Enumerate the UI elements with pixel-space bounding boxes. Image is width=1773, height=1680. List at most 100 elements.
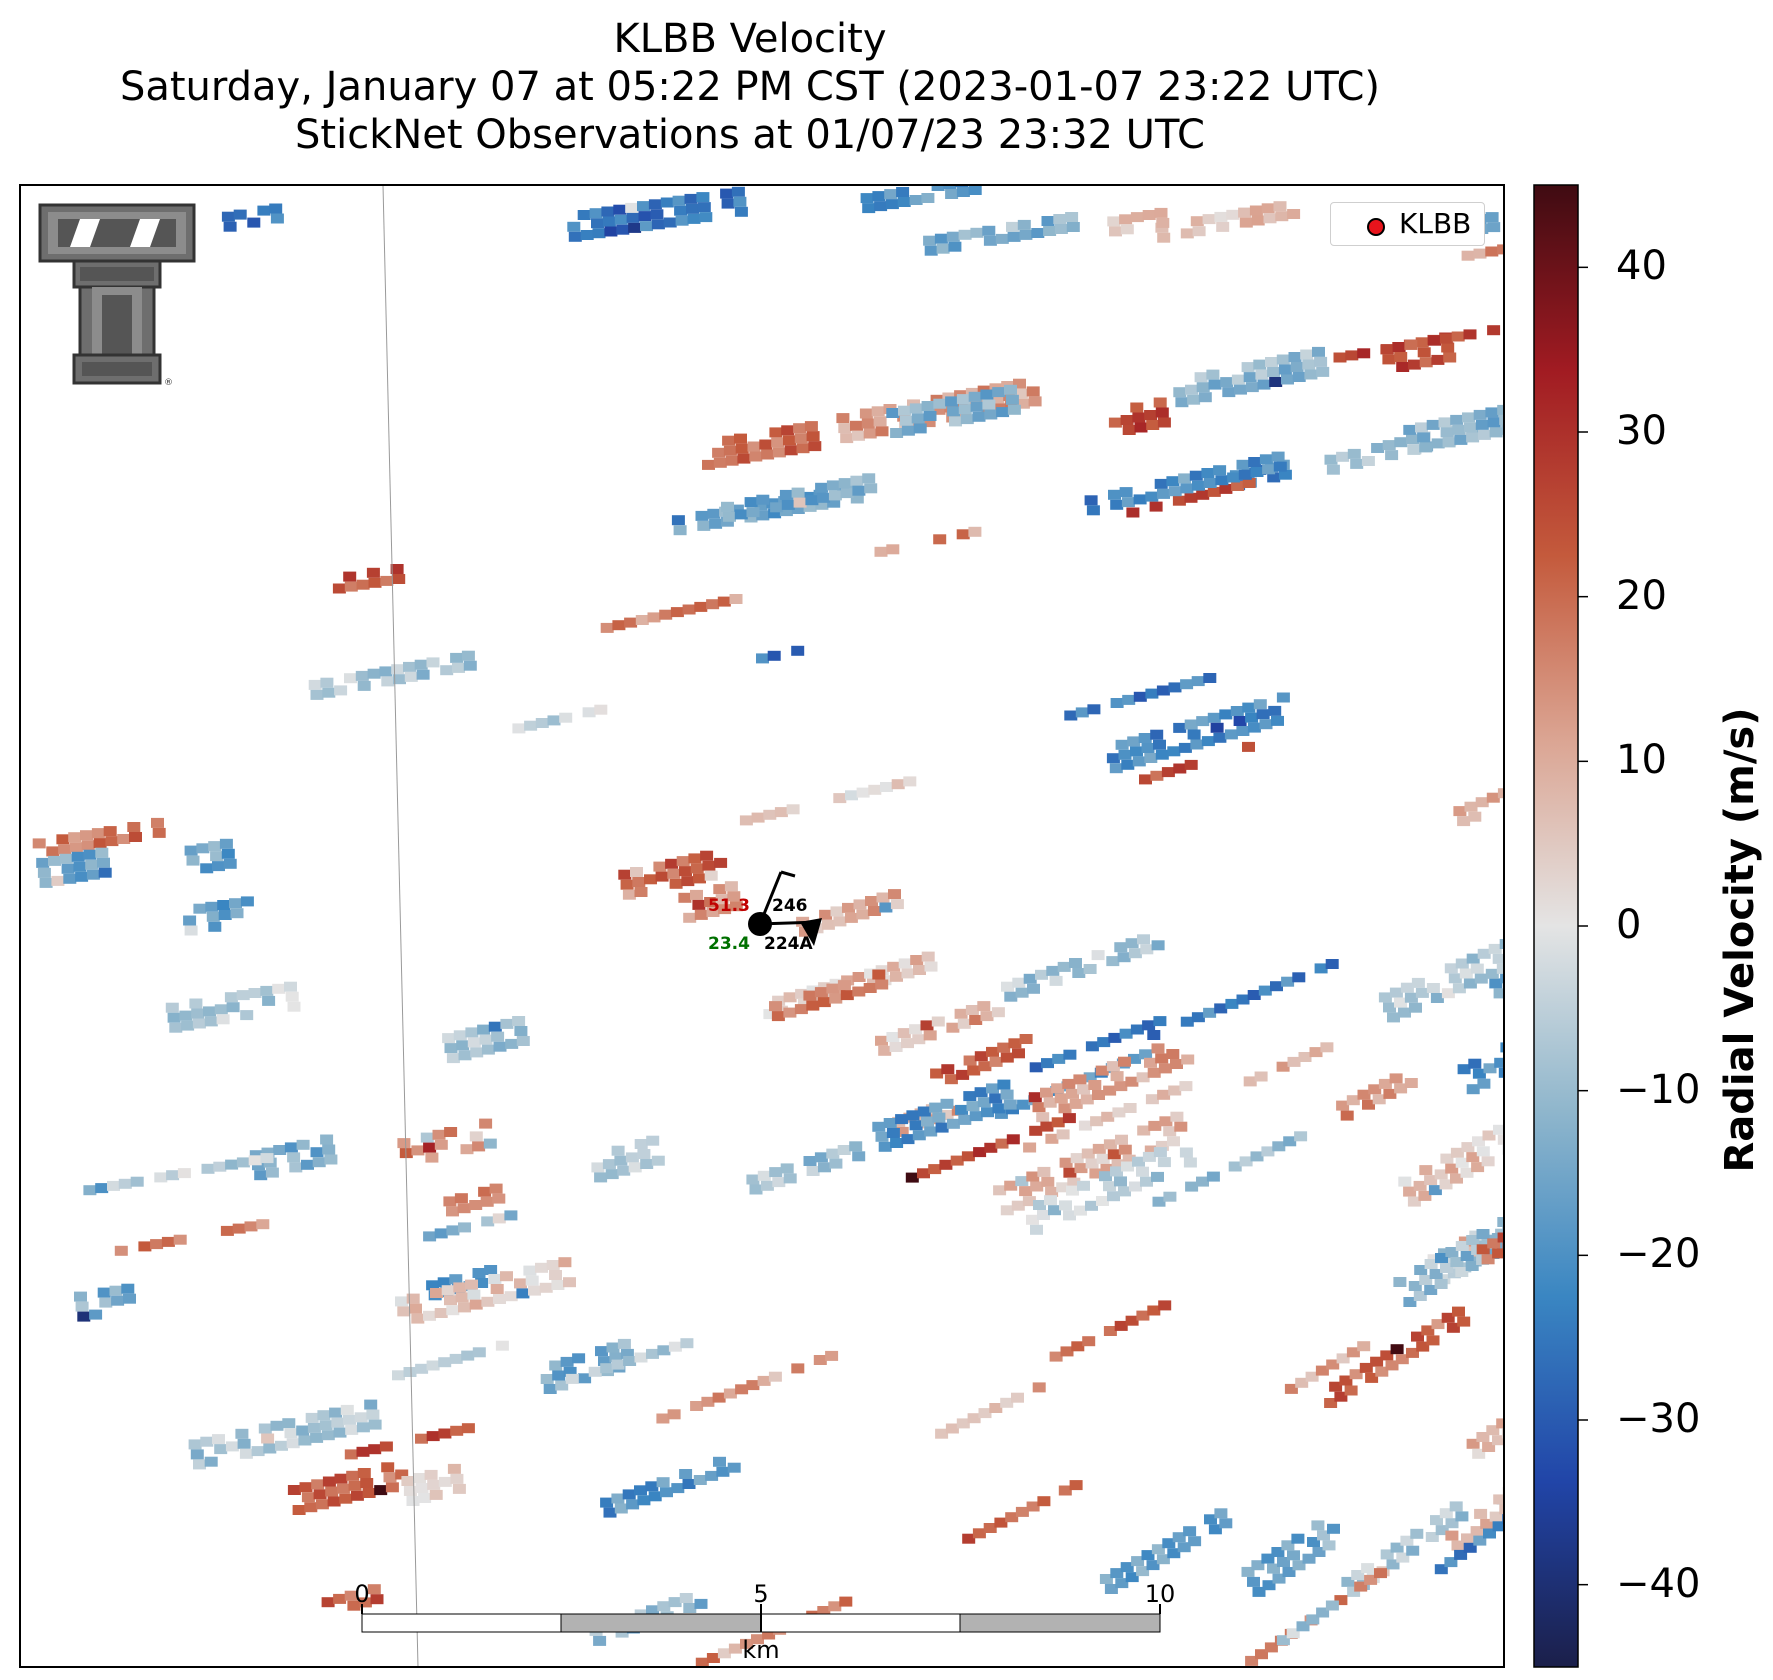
velocity-pixel — [1023, 1142, 1037, 1153]
velocity-pixel — [301, 1492, 315, 1503]
velocity-pixel — [838, 478, 852, 489]
velocity-pixel — [887, 961, 901, 972]
velocity-pixel — [1115, 739, 1129, 750]
velocity-pixel — [1029, 1062, 1043, 1073]
velocity-pixel — [230, 908, 244, 919]
velocity-pixel — [1192, 226, 1206, 237]
velocity-pixel — [1118, 749, 1132, 760]
velocity-pixel — [774, 807, 788, 818]
velocity-pixel — [1150, 729, 1164, 740]
velocity-pixel — [1029, 1125, 1043, 1136]
velocity-pixel — [1106, 1061, 1120, 1072]
velocity-pixel — [504, 1291, 518, 1302]
velocity-pixel — [1155, 1053, 1169, 1064]
velocity-pixel — [588, 1366, 602, 1377]
velocity-pixel — [821, 919, 835, 930]
velocity-pixel — [1192, 480, 1205, 491]
velocity-pixel — [568, 231, 582, 242]
velocity-pixel — [423, 1310, 436, 1321]
velocity-pixel — [1230, 706, 1244, 716]
velocity-pixel — [844, 912, 858, 923]
velocity-pixel — [1030, 1224, 1043, 1235]
velocity-pixel — [803, 1156, 817, 1166]
velocity-pixel — [670, 607, 684, 618]
velocity-pixel — [1037, 1210, 1050, 1220]
velocity-pixel — [1147, 1067, 1161, 1078]
colorbar-tick-label: 10 — [1616, 737, 1667, 784]
velocity-pixel — [1088, 1080, 1102, 1090]
velocity-pixel — [1000, 1397, 1014, 1408]
velocity-pixel — [921, 401, 935, 411]
velocity-pixel — [768, 1371, 782, 1382]
velocity-pixel — [1475, 419, 1489, 430]
velocity-pixel — [239, 1448, 253, 1459]
velocity-pixel — [1592, 228, 1605, 238]
velocity-pixel — [1125, 938, 1139, 949]
velocity-pixel — [1407, 359, 1421, 370]
station-pressure: 246 — [772, 896, 808, 916]
velocity-pixel — [829, 993, 843, 1004]
velocity-pixel — [1037, 1166, 1051, 1177]
velocity-pixel — [480, 1196, 494, 1207]
velocity-pixel — [1059, 1200, 1072, 1211]
velocity-pixel — [1522, 1032, 1535, 1042]
velocity-pixel — [1587, 932, 1600, 942]
velocity-pixel — [437, 1277, 451, 1288]
velocity-pixel — [921, 951, 935, 962]
velocity-pixel — [886, 544, 900, 555]
velocity-pixel — [1276, 1061, 1290, 1072]
velocity-pixel — [524, 720, 538, 731]
velocity-pixel — [285, 991, 299, 1002]
velocity-pixel — [1509, 242, 1522, 252]
velocity-pixel — [1507, 1237, 1520, 1247]
velocity-pixel — [1066, 222, 1080, 232]
velocity-pixel — [1121, 759, 1135, 770]
velocity-pixel — [1272, 1141, 1286, 1152]
velocity-pixel — [217, 900, 231, 910]
velocity-pixel — [845, 790, 858, 801]
velocity-pixel — [931, 1016, 945, 1027]
velocity-pixel — [695, 1657, 709, 1667]
velocity-pixel — [1092, 1143, 1106, 1154]
velocity-pixel — [374, 1485, 388, 1496]
velocity-pixel — [1418, 1190, 1432, 1201]
velocity-pixel — [606, 1342, 620, 1353]
velocity-pixel — [1511, 968, 1524, 978]
velocity-pixel — [1243, 372, 1257, 383]
velocity-pixel — [1249, 205, 1263, 216]
velocity-pixel — [1073, 1074, 1087, 1085]
velocity-pixel — [660, 1487, 673, 1498]
velocity-pixel — [1052, 1053, 1066, 1064]
velocity-pixel — [1463, 978, 1477, 989]
velocity-pixel — [1242, 741, 1255, 752]
velocity-pixel — [707, 508, 721, 519]
velocity-pixel — [1473, 409, 1487, 420]
velocity-pixel — [867, 906, 881, 916]
velocity-pixel — [304, 1502, 318, 1513]
velocity-pixel — [611, 1493, 625, 1504]
velocity-pixel — [1153, 739, 1166, 750]
velocity-pixel — [1341, 1576, 1355, 1587]
velocity-pixel — [901, 425, 915, 436]
velocity-pixel — [653, 861, 667, 872]
velocity-pixel — [1144, 410, 1158, 420]
velocity-pixel — [1447, 1268, 1461, 1279]
velocity-pixel — [1206, 369, 1220, 380]
velocity-pixel — [1059, 1157, 1073, 1168]
velocity-pixel — [939, 1159, 953, 1170]
velocity-pixel — [1400, 1535, 1414, 1546]
velocity-pixel — [905, 1172, 919, 1183]
velocity-pixel — [640, 1159, 654, 1169]
velocity-pixel — [1144, 1057, 1157, 1068]
scale-unit: km — [742, 1636, 780, 1664]
velocity-pixel — [1120, 1562, 1134, 1573]
velocity-pixel — [840, 990, 854, 1001]
velocity-pixel — [446, 1225, 460, 1236]
velocity-pixel — [768, 508, 782, 519]
velocity-pixel — [516, 1036, 530, 1046]
velocity-pixel — [99, 1297, 113, 1308]
velocity-pixel — [1411, 1331, 1424, 1342]
velocity-pixel — [1481, 1156, 1495, 1167]
velocity-pixel — [1043, 226, 1057, 236]
velocity-pixel — [190, 1449, 204, 1460]
